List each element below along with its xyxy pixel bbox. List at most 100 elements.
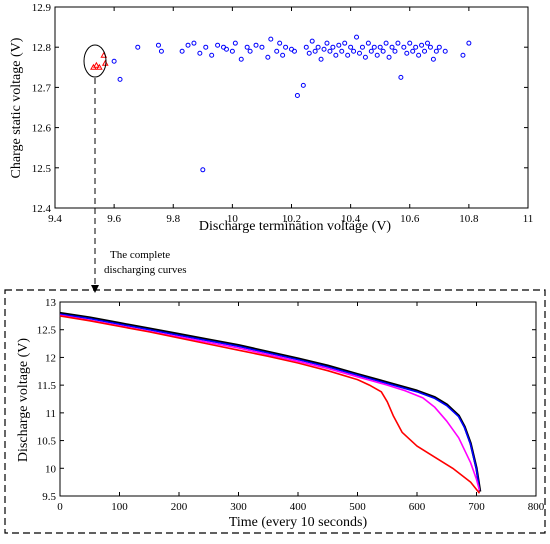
line-ticks: 0 100 200 300 400 500 600 700 800 9.5 10 10.5 11 11.5… [37, 297, 545, 513]
series-line [59, 314, 481, 491]
annotation-line-2: discharging curves [104, 264, 187, 276]
series-line [59, 311, 482, 492]
scatter-point [203, 44, 209, 50]
scatter-point [303, 44, 309, 50]
scatter-point [359, 44, 365, 50]
scatter-point [377, 44, 383, 50]
scatter-point [365, 40, 371, 46]
scatter-point [283, 44, 289, 50]
x-tick-label: 10.8 [459, 213, 479, 225]
scatter-point [404, 50, 410, 56]
scatter-point [354, 34, 360, 40]
x-tick-label: 10 [227, 213, 239, 225]
y-tick-label: 12 [45, 352, 56, 364]
scatter-point [265, 54, 271, 60]
scatter-point [427, 44, 433, 50]
scatter-point [460, 52, 466, 58]
x-tick-label: 9.6 [107, 213, 121, 225]
scatter-point [430, 56, 436, 62]
x-tick-label: 700 [468, 501, 485, 513]
scatter-point [339, 48, 345, 54]
scatter-point [238, 56, 244, 62]
scatter-point [247, 48, 253, 54]
scatter-point [327, 48, 333, 54]
scatter-point [318, 56, 324, 62]
scatter-point [351, 48, 357, 54]
scatter-point [466, 40, 472, 46]
scatter-point [348, 44, 354, 50]
scatter-point-triangle [95, 63, 103, 70]
highlight-ellipse [83, 44, 107, 78]
connector-arrowhead [91, 285, 99, 293]
scatter-point [197, 50, 203, 56]
scatter-point [362, 54, 368, 60]
y-tick-label: 12.4 [32, 203, 52, 215]
y-tick-label: 12.9 [32, 2, 52, 14]
scatter-point [155, 42, 161, 48]
scatter-point [333, 52, 339, 58]
y-tick-label: 11 [45, 408, 56, 420]
scatter-x-axis-label: Discharge termination voltage (V) [199, 219, 392, 234]
scatter-point [436, 44, 442, 50]
scatter-point [407, 40, 413, 46]
scatter-point [294, 92, 300, 98]
scatter-point [309, 38, 315, 44]
scatter-point [345, 52, 351, 58]
scatter-panel: 9.4 9.6 9.8 10 10.2 10.4 10.6 10.8 11 12.4 12.5 12.… [9, 2, 533, 234]
y-tick-label: 10 [45, 463, 57, 475]
scatter-point [371, 44, 377, 50]
x-tick-label: 10.6 [400, 213, 420, 225]
x-tick-label: 10.4 [341, 213, 361, 225]
scatter-point [306, 50, 312, 56]
scatter-point [410, 48, 416, 54]
scatter-point [280, 52, 286, 58]
y-tick-label: 12.8 [32, 42, 52, 54]
scatter-point [392, 48, 398, 54]
y-tick-label: 11.5 [37, 380, 56, 392]
scatter-point [179, 48, 185, 54]
scatter-point [321, 46, 327, 52]
connector-annotation: The complete discharging curves [91, 78, 187, 293]
scatter-point [259, 44, 265, 50]
scatter-point [389, 44, 395, 50]
scatter-marks [90, 34, 472, 173]
scatter-point [135, 44, 141, 50]
x-tick-label: 10.2 [282, 213, 301, 225]
scatter-point [374, 52, 380, 58]
scatter-point [111, 58, 117, 64]
x-tick-label: 800 [528, 501, 545, 513]
scatter-point [291, 48, 297, 54]
scatter-point [383, 40, 389, 46]
scatter-plot-frame [54, 6, 529, 209]
scatter-point [395, 40, 401, 46]
scatter-point [368, 48, 374, 54]
scatter-point [268, 36, 274, 42]
scatter-point [386, 54, 392, 60]
line-x-axis-label: Time (every 10 seconds) [229, 515, 368, 530]
scatter-point [223, 46, 229, 52]
scatter-point [419, 42, 425, 48]
scatter-point [342, 40, 348, 46]
y-tick-label: 12.6 [32, 123, 52, 135]
line-plot-frame [59, 301, 537, 497]
scatter-point [442, 48, 448, 54]
scatter-point [336, 42, 342, 48]
x-tick-label: 400 [290, 501, 307, 513]
scatter-point [158, 48, 164, 54]
scatter-point-triangle [93, 61, 100, 68]
scatter-point [422, 48, 428, 54]
scatter-point [191, 40, 197, 46]
y-tick-label: 9.5 [42, 491, 56, 503]
x-tick-label: 500 [349, 501, 366, 513]
scatter-point [209, 52, 215, 58]
y-tick-label: 10.5 [37, 436, 57, 448]
annotation-line-1: The complete [110, 249, 170, 261]
scatter-point [277, 40, 283, 46]
scatter-point [253, 42, 259, 48]
x-tick-label: 600 [409, 501, 426, 513]
x-tick-label: 11 [523, 213, 534, 225]
scatter-point [185, 42, 191, 48]
scatter-point [356, 50, 362, 56]
y-tick-label: 12.5 [32, 163, 52, 175]
